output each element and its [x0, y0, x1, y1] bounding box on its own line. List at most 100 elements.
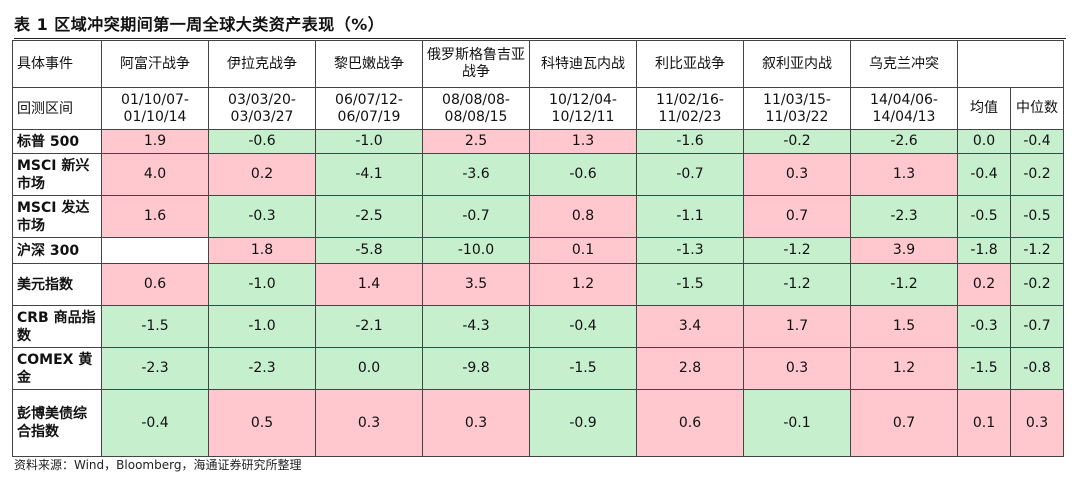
value-cell: -0.4 — [101, 389, 209, 457]
value-cell: -0.6 — [529, 153, 637, 196]
value-cell: -9.8 — [422, 347, 530, 390]
row-label: CRB 商品指数 — [12, 305, 102, 348]
period-end: 14/04/13 — [872, 108, 936, 125]
event-name: 阿富汗战争 — [101, 40, 209, 88]
period-end: 03/03/27 — [230, 108, 294, 125]
row-label: 沪深 300 — [12, 237, 102, 264]
event-name: 伊拉克战争 — [208, 40, 316, 88]
mean-cell: -1.5 — [957, 347, 1011, 390]
title-bar: 表 1 区域冲突期间第一周全球大类资产表现（%） — [14, 10, 1066, 39]
period-header-label: 回测区间 — [12, 87, 102, 130]
value-cell: -1.1 — [636, 195, 744, 238]
value-cell: 0.6 — [101, 263, 209, 306]
value-cell: 1.3 — [529, 129, 637, 154]
event-name: 叙利亚内战 — [743, 40, 851, 88]
mean-cell: -1.8 — [957, 237, 1011, 264]
period-end: 01/10/14 — [123, 108, 187, 125]
period-start: 10/12/04- — [549, 91, 617, 108]
value-cell: -2.3 — [101, 347, 209, 390]
table-row: COMEX 黄金 -2.3 -2.3 0.0 -9.8 -1.5 2.8 0.3 1.2 -1.5… — [12, 347, 1064, 390]
median-header: 中位数 — [1010, 87, 1064, 130]
mean-cell: -0.3 — [957, 305, 1011, 348]
row-label: MSCI 新兴市场 — [12, 153, 102, 196]
source-note: 资料来源：Wind，Bloomberg，海通证券研究所整理 — [14, 458, 302, 472]
period-start: 01/10/07- — [121, 91, 189, 108]
value-cell: -1.6 — [636, 129, 744, 154]
period-range: 01/10/07- 01/10/14 — [101, 87, 209, 130]
row-label: 彭博美债综合指数 — [12, 389, 102, 457]
period-end: 11/03/22 — [765, 108, 829, 125]
value-cell: 0.6 — [636, 389, 744, 457]
period-range: 10/12/04- 10/12/11 — [529, 87, 637, 130]
value-cell: 1.7 — [743, 305, 851, 348]
value-cell: -1.2 — [743, 237, 851, 264]
table-row: MSCI 发达市场 1.6 -0.3 -2.5 -0.7 0.8 -1.1 0.7 -2.3 -0… — [12, 195, 1064, 238]
value-cell: -0.9 — [529, 389, 637, 457]
value-cell: 1.8 — [208, 237, 316, 264]
period-start: 11/03/15- — [763, 91, 831, 108]
value-cell: 1.4 — [315, 263, 423, 306]
period-start: 11/02/16- — [656, 91, 724, 108]
value-cell: -1.5 — [101, 305, 209, 348]
value-cell: -5.8 — [315, 237, 423, 264]
value-cell: 1.5 — [850, 305, 958, 348]
value-cell: 0.3 — [422, 389, 530, 457]
value-cell: -0.3 — [208, 195, 316, 238]
period-range: 11/02/16- 11/02/23 — [636, 87, 744, 130]
mean-cell: 0.2 — [957, 263, 1011, 306]
period-range: 11/03/15- 11/03/22 — [743, 87, 851, 130]
value-cell: 0.7 — [850, 389, 958, 457]
value-cell: 3.9 — [850, 237, 958, 264]
value-cell: 0.7 — [743, 195, 851, 238]
table-row: 标普 500 1.9 -0.6 -1.0 2.5 1.3 -1.6 -0.2 -2.6 0.0 -0… — [12, 129, 1064, 154]
table-row: 彭博美债综合指数 -0.4 0.5 0.3 0.3 -0.9 0.6 -0.1 0.7 0.1 0.… — [12, 389, 1064, 457]
period-range: 14/04/06- 14/04/13 — [850, 87, 958, 130]
mean-cell: -0.5 — [957, 195, 1011, 238]
value-cell: 1.9 — [101, 129, 209, 154]
table-title: 表 1 区域冲突期间第一周全球大类资产表现（%） — [14, 15, 385, 34]
value-cell: -1.2 — [850, 263, 958, 306]
value-cell: -4.1 — [315, 153, 423, 196]
value-cell: -0.6 — [208, 129, 316, 154]
mean-cell: 0.0 — [957, 129, 1011, 154]
value-cell: -0.7 — [422, 195, 530, 238]
value-cell: -1.0 — [315, 129, 423, 154]
value-cell: 1.3 — [850, 153, 958, 196]
value-cell: -2.3 — [850, 195, 958, 238]
row-label: 美元指数 — [12, 263, 102, 306]
period-end: 11/02/23 — [658, 108, 722, 125]
table-row: MSCI 新兴市场 4.0 0.2 -4.1 -3.6 -0.6 -0.7 0.3 1.3 -0.… — [12, 153, 1064, 196]
value-cell — [101, 237, 209, 264]
value-cell: 0.0 — [315, 347, 423, 390]
value-cell: 0.3 — [743, 347, 851, 390]
value-cell: 1.2 — [850, 347, 958, 390]
value-cell: -1.3 — [636, 237, 744, 264]
value-cell: 3.4 — [636, 305, 744, 348]
value-cell: -2.1 — [315, 305, 423, 348]
value-cell: 0.5 — [208, 389, 316, 457]
event-name: 黎巴嫩战争 — [315, 40, 423, 88]
value-cell: 1.2 — [529, 263, 637, 306]
value-cell: 0.3 — [743, 153, 851, 196]
table-row: 美元指数 0.6 -1.0 1.4 3.5 1.2 -1.5 -1.2 -1.2 0.2 -0.2 — [12, 263, 1064, 306]
data-rows: 标普 500 1.9 -0.6 -1.0 2.5 1.3 -1.6 -0.2 -2.6 0.0 -0… — [12, 129, 1064, 457]
median-cell: -1.2 — [1010, 237, 1064, 264]
value-cell: 2.8 — [636, 347, 744, 390]
empty-header-cell — [957, 40, 1064, 88]
asset-performance-table: 具体事件 阿富汗战争 伊拉克战争 黎巴嫩战争 俄罗斯格鲁吉亚战争 科特迪瓦内战 … — [12, 40, 1064, 457]
period-range: 08/08/08- 08/08/15 — [422, 87, 530, 130]
period-end: 08/08/15 — [444, 108, 508, 125]
table-row: 沪深 300 1.8 -5.8 -10.0 0.1 -1.3 -1.2 3.9 -1.8 -1.2 — [12, 237, 1064, 264]
row-label: COMEX 黄金 — [12, 347, 102, 390]
value-cell: 0.2 — [208, 153, 316, 196]
value-cell: 0.1 — [529, 237, 637, 264]
median-cell: -0.5 — [1010, 195, 1064, 238]
table-row: CRB 商品指数 -1.5 -1.0 -2.1 -4.3 -0.4 3.4 1.7 1.5 -0.… — [12, 305, 1064, 348]
median-cell: -0.4 — [1010, 129, 1064, 154]
value-cell: -2.6 — [850, 129, 958, 154]
period-end: 10/12/11 — [551, 108, 615, 125]
period-end: 06/07/19 — [337, 108, 401, 125]
median-cell: -0.7 — [1010, 305, 1064, 348]
value-cell: -0.2 — [743, 129, 851, 154]
value-cell: 4.0 — [101, 153, 209, 196]
